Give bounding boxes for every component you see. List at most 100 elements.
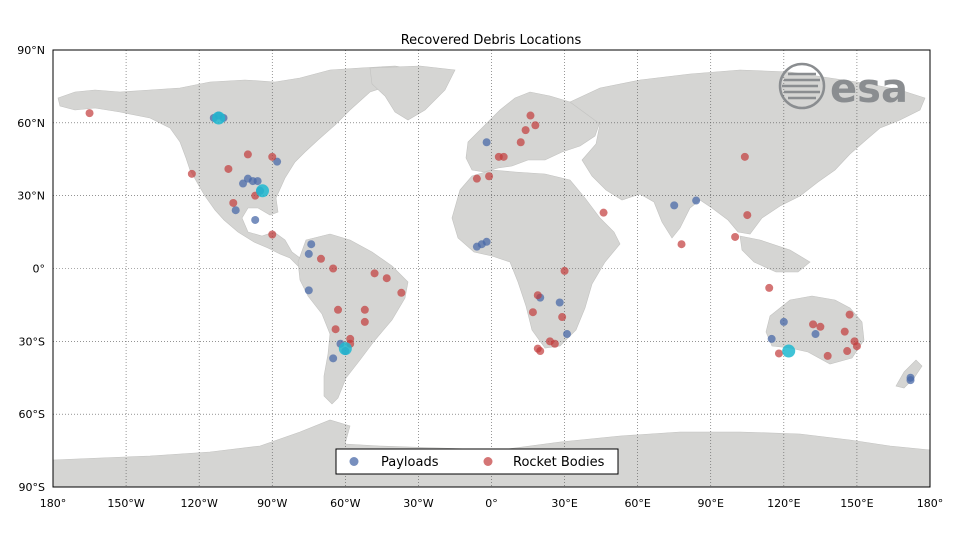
rocket-body-point [765,283,774,292]
rocket-body-point [526,111,535,120]
payload-point [304,286,313,295]
landmass-africa [451,169,621,349]
x-tick-label: 90°W [257,497,287,510]
rocket-body-point [472,174,481,183]
rocket-body-point [334,305,343,314]
rocket-body-point [677,240,686,249]
x-tick-label: 60°E [624,497,650,510]
rocket-body-point [243,150,252,159]
esa-logo: esa [778,62,908,112]
rocket-body-point [852,342,861,351]
y-tick-label: 30°S [19,335,45,348]
map-plot-area [52,49,931,488]
payload-point [482,237,491,246]
payload-point [563,330,572,339]
rocket-body-point [774,349,783,358]
payload-point [779,317,788,326]
rocket-body-point [816,322,825,331]
payload-point [251,215,260,224]
highlight-point [338,342,352,356]
rocket-body-point [85,109,94,118]
payload-point [767,334,776,343]
rocket-body-point [229,198,238,207]
rocket-body-point [740,152,749,161]
rocket-body-point [533,291,542,300]
y-tick-label: 60°S [19,408,45,421]
y-axis-ticks: 90°N 60°N 30°N 0° 30°S 60°S 90°S [17,44,45,494]
legend-payloads-marker [349,457,359,466]
x-tick-label: 120°E [767,497,800,510]
x-tick-label: 90°E [698,497,724,510]
graticule [53,50,930,487]
payload-point [906,376,915,385]
y-tick-label: 0° [33,263,46,276]
rocket-body-point [809,320,818,329]
esa-logo-mark [778,62,826,110]
rocket-body-point [331,325,340,334]
highlight-point [256,184,270,198]
x-tick-label: 0° [485,497,498,510]
esa-logo-text: esa [830,66,908,112]
rocket-body-point [499,152,508,161]
payload-point [231,206,240,215]
landmass-greenland [369,65,456,121]
rocket-body-point [560,266,569,275]
payload-point [692,196,701,205]
chart-title: Recovered Debris Locations [401,33,582,48]
rocket-body-point [268,230,277,239]
rocket-body-point [550,339,559,348]
x-tick-label: 180° [917,497,944,510]
x-tick-label: 180° [40,497,67,510]
rocket-body-point [485,172,494,181]
rocket-body-point [743,211,752,220]
x-tick-label: 60°W [330,497,360,510]
payload-point [239,179,248,188]
landmass-south-america [297,233,409,405]
rocket-body-point [521,126,530,135]
x-tick-label: 120°W [180,497,217,510]
rocket-body-point [531,121,540,130]
rocket-body-point [843,347,852,356]
legend: Payloads Rocket Bodies [335,448,619,475]
rocket-body-point [845,310,854,319]
legend-frame [335,448,619,475]
payload-point [304,249,313,258]
y-tick-label: 90°N [17,44,45,57]
x-axis-ticks: 180° 150°W 120°W 90°W 60°W 30°W 0° 30°E 60°E 90°E… [40,497,944,510]
payload-point [253,177,262,186]
payload-point [329,354,338,363]
rocket-body-point [536,347,545,356]
y-tick-label: 90°S [19,481,45,494]
debris-points [85,109,915,385]
highlight-point [212,111,226,125]
y-tick-label: 60°N [17,117,45,130]
rocket-body-point [360,317,369,326]
x-tick-label: 30°E [551,497,577,510]
x-tick-label: 150°E [840,497,873,510]
payload-point [670,201,679,210]
x-tick-label: 30°W [403,497,433,510]
rocket-body-point [187,169,196,178]
rocket-body-point [731,232,740,241]
rocket-body-point [823,351,832,360]
payload-point [307,240,316,249]
rocket-body-point [558,313,567,322]
rocket-body-point [316,254,325,263]
rocket-body-point [382,274,391,283]
rocket-body-point [268,152,277,161]
x-tick-label: 150°W [107,497,144,510]
landmass-southeast-asia [739,235,811,273]
rocket-body-point [370,269,379,278]
payload-point [555,298,564,307]
rocket-body-point [599,208,608,217]
rocket-body-point [516,138,525,147]
rocket-body-point [360,305,369,314]
highlight-point [782,344,796,358]
legend-rocket-bodies-label: Rocket Bodies [513,455,605,470]
legend-rocket-bodies-marker [483,457,493,466]
landmass-europe [465,91,601,173]
rocket-body-point [397,288,406,297]
rocket-body-point [224,164,233,173]
payload-point [273,157,282,166]
